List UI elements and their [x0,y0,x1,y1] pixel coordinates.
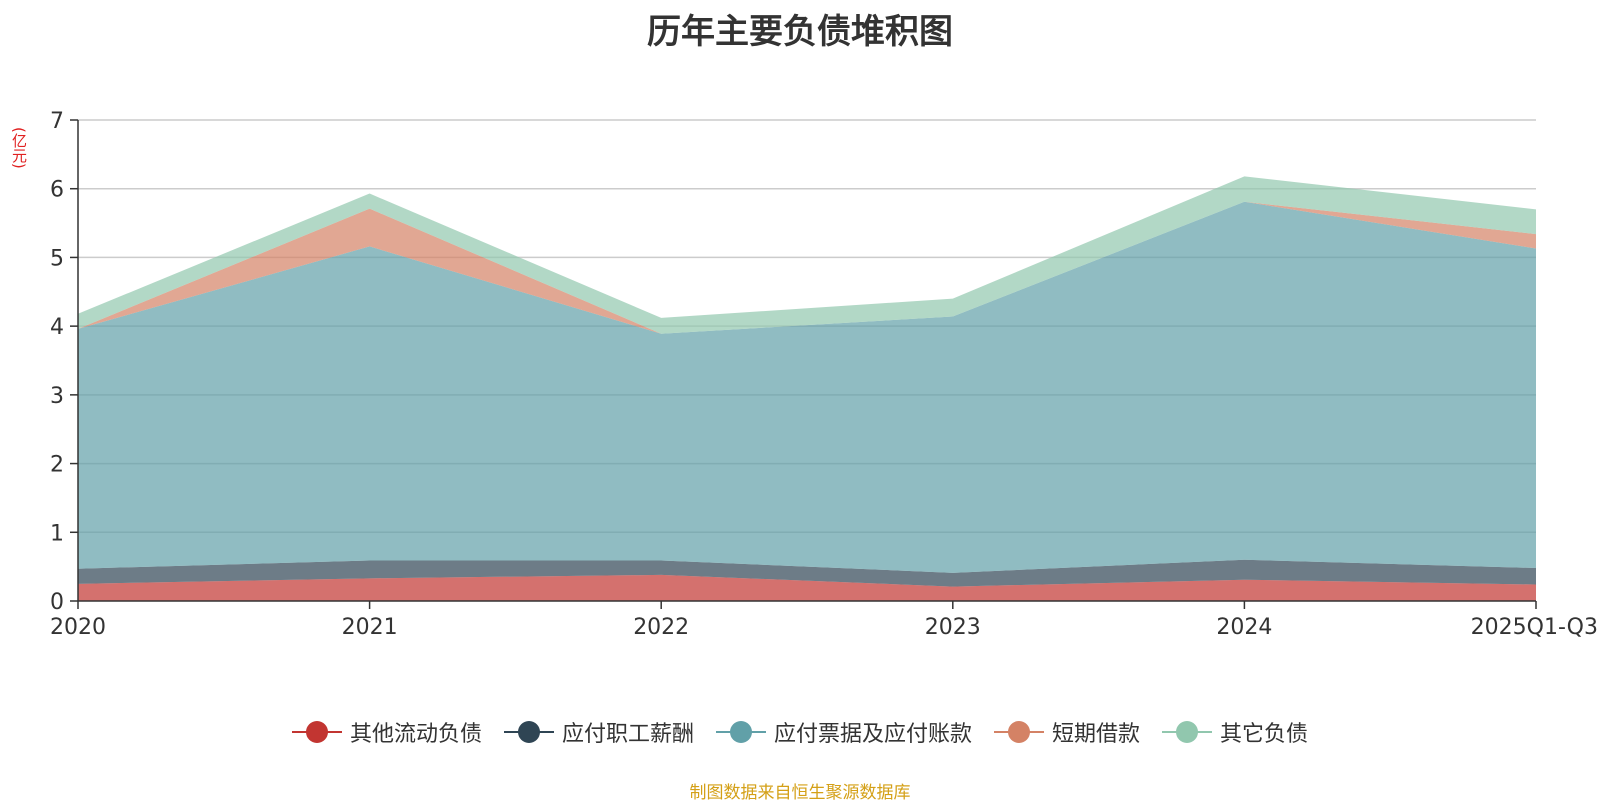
legend-label: 应付职工薪酬 [561,722,694,747]
y-tick-label-6: 6 [50,178,64,203]
area-series-1[interactable] [78,559,1536,587]
y-tick-label-3: 3 [50,384,64,409]
legend-item-1[interactable]: 应付职工薪酬 [503,716,694,748]
x-tick-label-2: 2022 [633,615,689,640]
y-tick-label-7: 7 [50,109,64,134]
area-series-0[interactable] [78,574,1536,601]
area-series-2[interactable] [78,201,1536,573]
legend-marker-icon [715,720,766,744]
y-tick-label-2: 2 [50,453,64,478]
y-tick-label-0: 0 [50,590,64,615]
x-tick-label-4: 2024 [1216,615,1272,640]
y-tick-label-4: 4 [50,315,64,340]
y-axis-unit-label: (亿元) [10,127,28,169]
legend-label: 短期借款 [1052,722,1141,747]
x-tick-label-1: 2021 [342,615,398,640]
area-layer [78,176,1536,601]
y-tick-label-1: 1 [50,521,64,546]
axis-layer: 0 1 2 3 4 5 6 7 2020 2021 2022 2023 2024 2025Q1-Q3 [50,109,1598,640]
x-tick-label-5: 2025Q1-Q3 [1471,615,1598,640]
legend-item-2[interactable]: 应付票据及应付账款 [715,716,972,748]
legend-label: 其他流动负债 [349,722,482,747]
chart-title: 历年主要负债堆积图 [647,12,953,52]
legend-marker-icon [994,720,1044,744]
area-series-4[interactable] [78,176,1536,334]
x-tick-label-3: 2023 [925,615,981,640]
legend-item-0[interactable]: 其他流动负债 [291,716,482,748]
legend-item-3[interactable]: 短期借款 [994,716,1140,748]
y-tick-label-5: 5 [50,246,64,271]
legend-item-4[interactable]: 其它负债 [1162,716,1308,748]
legend-marker-icon [503,720,554,744]
legend-marker-icon [291,720,342,744]
legend-label: 其它负债 [1220,722,1309,747]
x-tick-label-0: 2020 [50,615,106,640]
source-note: 制图数据来自恒生聚源数据库 [689,783,911,800]
legend: 其他流动负债 应付职工薪酬 应付票据及应付账款 短期借款 其它负债 [0,716,1600,748]
legend-marker-icon [1162,720,1213,744]
legend-label: 应付票据及应付账款 [773,722,972,747]
